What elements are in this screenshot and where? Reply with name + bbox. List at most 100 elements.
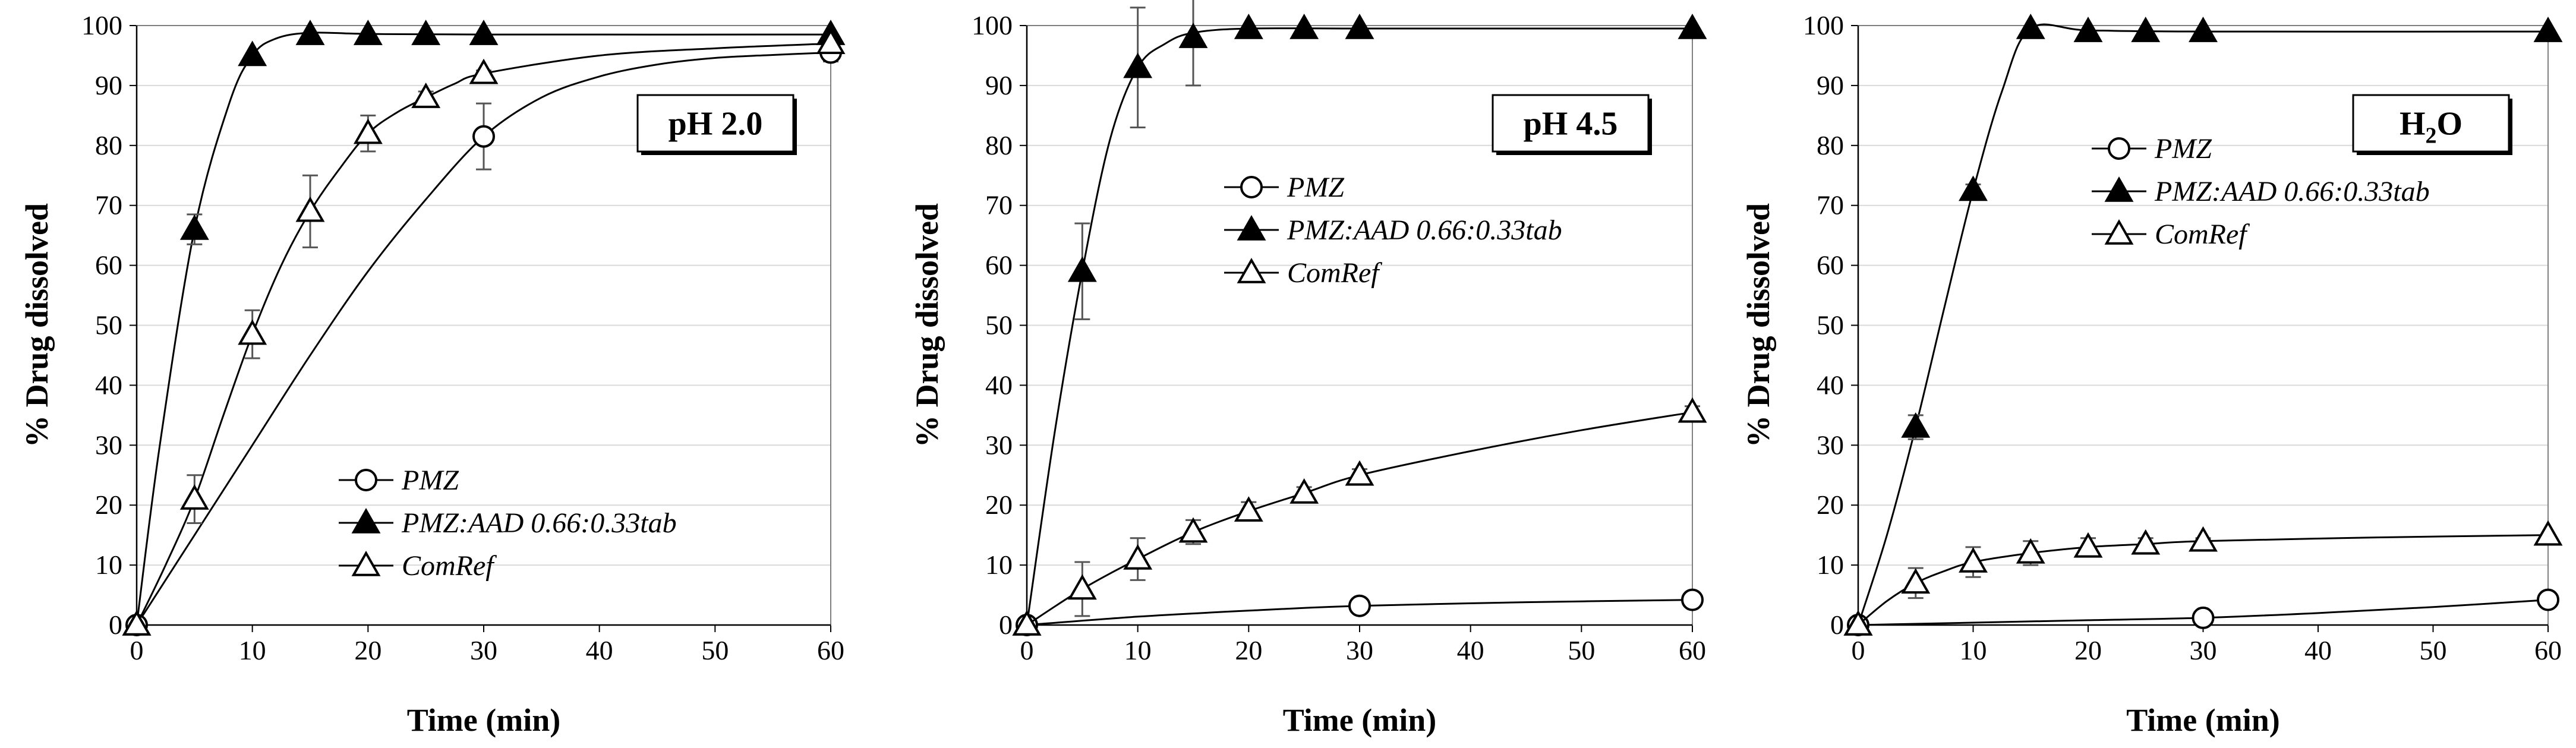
y-tick-label: 50 (95, 310, 122, 340)
data-point-pmz (1348, 594, 1371, 617)
legend: PMZ PMZ:AAD 0.66:0.33tab ComRef (2092, 133, 2430, 250)
y-tick-label: 40 (1817, 370, 1844, 400)
y-tick-label: 60 (985, 250, 1013, 280)
data-point-comref (1234, 496, 1263, 522)
legend-label: PMZ (2154, 133, 2212, 165)
data-point-comref (1345, 460, 1374, 486)
data-point-comref (353, 118, 383, 144)
data-point-comref (1289, 478, 1319, 504)
x-tick-label: 0 (130, 635, 144, 665)
x-tick-label: 30 (470, 635, 497, 665)
data-point-pmz-aad (1067, 256, 1097, 282)
legend-marker (351, 507, 381, 534)
y-tick-label: 70 (985, 190, 1013, 220)
series-comref (1843, 520, 2563, 636)
legend-item-pmz-aad: PMZ:AAD 0.66:0.33tab (339, 507, 677, 539)
x-tick-label: 50 (2420, 635, 2447, 665)
y-tick-label: 60 (95, 250, 122, 280)
legend-label: PMZ (401, 465, 459, 496)
chart-panel-2: 0 10 20 30 40 50 60 70 80 90 100 0 10 20 30 40 50 60 Time … (909, 0, 1707, 738)
data-point-pmz-aad (179, 214, 209, 240)
x-tick-label: 50 (701, 635, 729, 665)
legend-label: PMZ:AAD 0.66:0.33tab (1287, 214, 1562, 246)
legend-item-pmz-aad: PMZ:AAD 0.66:0.33tab (2092, 176, 2430, 207)
data-point-pmz-aad (2189, 17, 2218, 42)
x-tick-label: 20 (1235, 635, 1262, 665)
series-line-comref (135, 42, 831, 626)
y-tick-label: 70 (95, 190, 122, 220)
legend-marker (2104, 176, 2134, 202)
y-tick-label: 40 (95, 370, 122, 400)
legend-marker (2104, 219, 2134, 245)
legend-marker (355, 469, 377, 491)
data-point-pmz-aad (2073, 17, 2103, 42)
y-tick-label: 80 (985, 130, 1013, 160)
legend-label: PMZ (1287, 172, 1345, 203)
y-tick-label: 50 (1817, 310, 1844, 340)
legend-item-comref: ComRef (339, 550, 497, 582)
legend-label: ComRef (1287, 257, 1382, 289)
y-tick-label: 40 (985, 370, 1013, 400)
y-tick-label: 70 (1817, 190, 1844, 220)
chart-panel-3: 0 10 20 30 40 50 60 70 80 90 100 0 10 20 30 40 50 60 Time … (1741, 10, 2563, 738)
x-tick-label: 30 (1346, 635, 1373, 665)
y-tick-label: 10 (1817, 550, 1844, 580)
x-tick-label: 10 (1960, 635, 1987, 665)
data-point-comref (2189, 526, 2218, 552)
condition-label-box (1492, 94, 1650, 153)
data-point-comref (122, 610, 152, 636)
legend: PMZ PMZ:AAD 0.66:0.33tab ComRef (1224, 172, 1562, 289)
x-tick-label: 10 (239, 635, 266, 665)
data-point-pmz-aad (469, 20, 499, 45)
x-tick-label: 10 (1124, 635, 1152, 665)
data-point-pmz (472, 125, 495, 148)
series-pmz-aad (1843, 14, 2563, 636)
condition-label: H2O (2400, 106, 2463, 149)
condition-label-box (2352, 94, 2510, 153)
data-point-comref (2533, 520, 2563, 546)
x-tick-label: 30 (2190, 635, 2217, 665)
data-point-pmz-aad (411, 20, 441, 45)
x-tick-label: 0 (1020, 635, 1034, 665)
data-point-comref (2016, 538, 2045, 564)
y-tick-label: 90 (1817, 70, 1844, 100)
series-line-pmz (135, 51, 831, 626)
y-tick-label: 10 (985, 550, 1013, 580)
condition-label: pH 2.0 (669, 106, 763, 143)
legend-item-pmz-aad: PMZ:AAD 0.66:0.33tab (1224, 214, 1562, 246)
data-point-comref (295, 196, 325, 222)
data-point-comref (179, 484, 209, 510)
data-point-pmz-aad (1345, 14, 1374, 39)
data-point-pmz (2537, 588, 2559, 611)
condition-label-main: pH 4.5 (1524, 106, 1618, 143)
data-point-pmz-aad (2016, 14, 2045, 39)
y-tick-label: 0 (1830, 610, 1844, 640)
y-tick-label: 20 (985, 490, 1013, 520)
data-point-pmz-aad (353, 20, 383, 45)
x-tick-label: 60 (1679, 635, 1706, 665)
x-tick-label: 40 (1457, 635, 1484, 665)
x-tick-label: 20 (354, 635, 381, 665)
data-point-comref (2073, 532, 2103, 558)
legend-item-comref: ComRef (2092, 219, 2250, 250)
data-point-pmz-aad (1123, 52, 1153, 78)
y-tick-label: 30 (1817, 430, 1844, 460)
data-point-pmz (2192, 606, 2215, 629)
data-point-comref (238, 319, 267, 345)
legend-marker (1240, 176, 1263, 198)
data-point-pmz (1681, 588, 1704, 611)
legend-item-pmz: PMZ (2092, 133, 2212, 165)
x-tick-label: 50 (1568, 635, 1595, 665)
x-tick-label: 40 (586, 635, 613, 665)
data-point-pmz-aad (1289, 14, 1319, 39)
data-point-comref (2131, 529, 2161, 555)
chart-panel-1: 0 10 20 30 40 50 60 70 80 90 100 0 10 20 30 40 50 60 Time … (19, 10, 846, 738)
data-point-pmz-aad (1678, 14, 1707, 39)
legend: PMZ PMZ:AAD 0.66:0.33tab ComRef (339, 465, 677, 582)
legend-marker (1237, 214, 1266, 241)
data-point-comref (411, 83, 441, 108)
series-comref (1012, 397, 1707, 636)
legend-marker (351, 550, 381, 576)
y-tick-label: 100 (972, 10, 1013, 40)
